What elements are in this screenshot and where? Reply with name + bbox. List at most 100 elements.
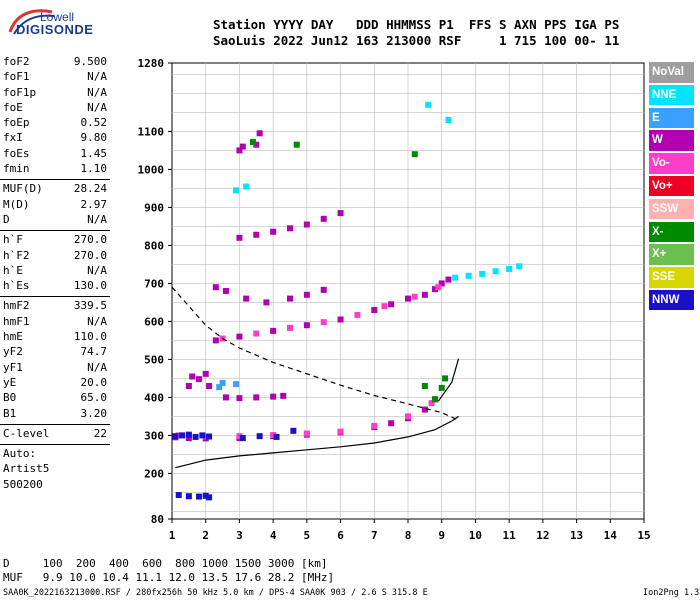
x-tick-label: 5 bbox=[304, 529, 311, 542]
header-labels: Station YYYY DAY DDD HHMMSS P1 FFS S AXN… bbox=[213, 17, 620, 32]
legend-item: Vo+ bbox=[649, 175, 694, 197]
echo-point bbox=[206, 494, 213, 501]
echo-point bbox=[445, 276, 452, 283]
echo-point bbox=[452, 274, 459, 281]
logo-digisonde-text: DIGISONDE bbox=[16, 22, 94, 37]
echo-point bbox=[222, 394, 229, 401]
echo-point bbox=[270, 228, 277, 235]
divider bbox=[0, 179, 110, 181]
echo-point bbox=[337, 428, 344, 435]
legend-item: SSW bbox=[649, 198, 694, 220]
echo-point bbox=[236, 234, 243, 241]
echo-point bbox=[185, 383, 192, 389]
echo-point bbox=[303, 291, 310, 298]
param-value: N/A bbox=[87, 263, 107, 277]
echo-point bbox=[293, 141, 300, 148]
echo-point bbox=[222, 288, 229, 294]
echo-point bbox=[233, 381, 240, 388]
echo-point bbox=[239, 143, 246, 150]
logo-lowell-text: Lowell bbox=[40, 10, 75, 24]
param-row: h`E N/A bbox=[0, 264, 113, 279]
echo-point bbox=[189, 373, 196, 380]
param-row: yF1 N/A bbox=[0, 361, 113, 376]
echo-point bbox=[179, 432, 186, 439]
y-tick-label: 1280 bbox=[138, 57, 165, 70]
x-tick-label: 1 bbox=[169, 529, 176, 542]
echo-point bbox=[236, 395, 243, 402]
y-tick-label: 900 bbox=[144, 201, 164, 214]
distance-row: D 100 200 400 600 800 1000 1500 3000 [km… bbox=[3, 557, 328, 570]
echo-point bbox=[239, 435, 246, 442]
param-row: MUF(D) 28.24 bbox=[0, 182, 113, 197]
param-key: hmF1 bbox=[3, 314, 30, 328]
param-row: fmin 1.10 bbox=[0, 162, 113, 177]
param-row: M(D) 2.97 bbox=[0, 198, 113, 213]
x-tick-label: 2 bbox=[202, 529, 209, 542]
param-row: D N/A bbox=[0, 213, 113, 228]
echo-point bbox=[172, 433, 179, 440]
echo-point bbox=[405, 295, 411, 302]
echo-point bbox=[287, 295, 293, 302]
echo-point bbox=[320, 215, 327, 222]
echo-point bbox=[256, 433, 263, 440]
computed-trace-curve bbox=[175, 415, 459, 469]
param-key: foEs bbox=[3, 146, 30, 160]
echo-point bbox=[270, 327, 277, 334]
param-value: N/A bbox=[87, 360, 107, 374]
autoscaling-version: 500200 bbox=[3, 477, 43, 491]
param-key: yF1 bbox=[3, 360, 23, 374]
x-tick-label: 3 bbox=[236, 529, 243, 542]
param-row: hmF2 339.5 bbox=[0, 299, 113, 314]
x-tick-label: 10 bbox=[469, 529, 482, 542]
param-value: 74.7 bbox=[80, 345, 108, 359]
x-tick-label: 15 bbox=[637, 529, 650, 542]
echo-point bbox=[320, 319, 327, 326]
digisonde-logo-swoosh-icon bbox=[8, 9, 55, 35]
param-key: fxI bbox=[3, 131, 23, 145]
param-value: 1.45 bbox=[80, 146, 108, 160]
parameter-panel: foF2 9.500 foF1 N/A foF1p N/A foE N/A foEp 0.… bbox=[0, 55, 113, 493]
echo-point bbox=[492, 268, 499, 275]
param-group-critical-frequencies: foF2 9.500 foF1 N/A foF1p N/A foE N/A foEp 0.… bbox=[0, 55, 113, 177]
divider bbox=[0, 296, 110, 298]
param-row: hmE 110.0 bbox=[0, 330, 113, 345]
echo-point bbox=[516, 263, 523, 270]
echo-point bbox=[381, 303, 388, 310]
computed-trace-curve bbox=[437, 358, 460, 402]
param-row: foF2 9.500 bbox=[0, 55, 113, 70]
param-value: 1.10 bbox=[80, 162, 108, 176]
echo-point bbox=[445, 117, 452, 123]
param-value: 270.0 bbox=[73, 233, 107, 247]
param-key: fmin bbox=[3, 162, 30, 176]
param-value: 110.0 bbox=[73, 330, 107, 344]
echo-point bbox=[320, 286, 327, 293]
echo-point bbox=[216, 384, 223, 391]
legend-item: NNE bbox=[649, 84, 694, 106]
polarization-legend: NoVal NNE E W Vo- Vo+ SSW X- X+ SSE NNW bbox=[649, 62, 694, 313]
param-key: hmE bbox=[3, 330, 23, 344]
param-key: MUF(D) bbox=[3, 182, 43, 196]
echo-point bbox=[405, 413, 411, 420]
echo-point bbox=[435, 284, 442, 291]
electron-density-profile-dashed bbox=[171, 286, 459, 421]
x-tick-label: 11 bbox=[503, 529, 517, 542]
echo-point bbox=[199, 432, 206, 439]
param-value: N/A bbox=[87, 100, 107, 114]
echo-point bbox=[243, 295, 250, 302]
param-key: h`E bbox=[3, 263, 23, 277]
x-tick-label: 9 bbox=[438, 529, 445, 542]
echo-point bbox=[202, 492, 209, 499]
y-tick-label: 400 bbox=[144, 391, 164, 404]
legend-item: W bbox=[649, 130, 694, 151]
echo-point bbox=[280, 392, 287, 399]
echo-point bbox=[438, 280, 445, 287]
y-tick-label: 300 bbox=[144, 429, 164, 442]
echo-point bbox=[388, 420, 395, 427]
echo-point bbox=[421, 291, 428, 298]
param-row: h`Es 130.0 bbox=[0, 279, 113, 294]
param-value: 130.0 bbox=[73, 279, 107, 293]
echo-point bbox=[263, 299, 270, 306]
echo-point bbox=[273, 433, 280, 440]
echo-point bbox=[206, 383, 213, 389]
